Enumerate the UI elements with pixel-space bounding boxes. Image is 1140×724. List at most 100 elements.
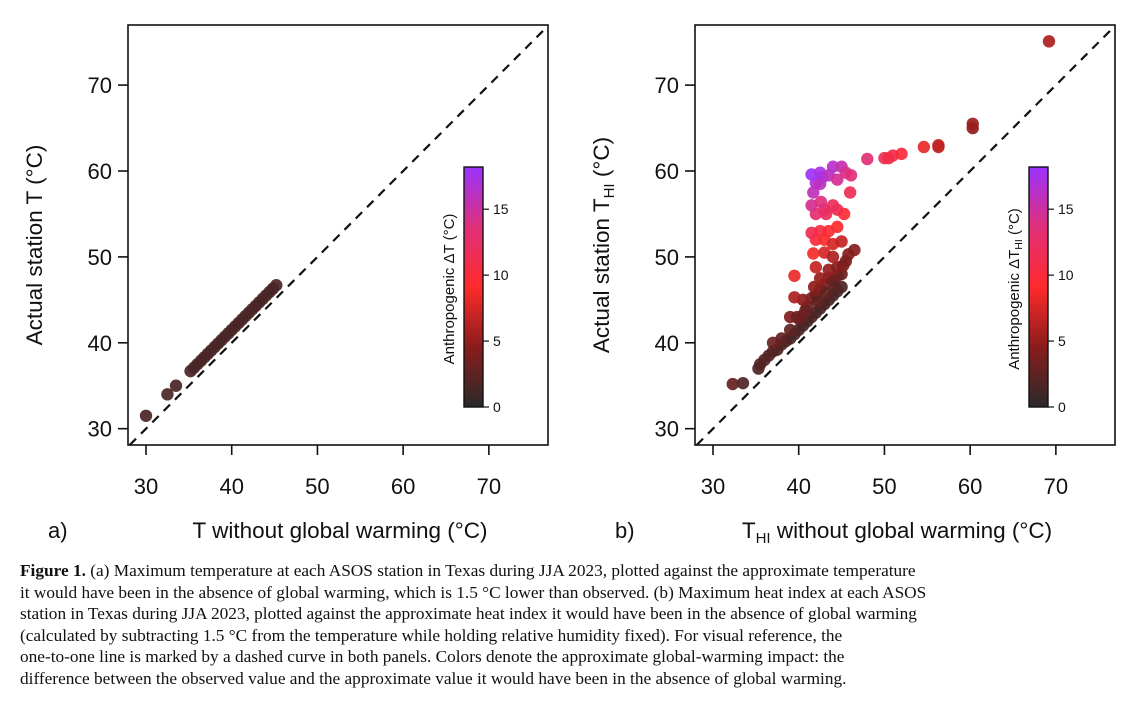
- x-tick-label: 70: [477, 474, 501, 499]
- caption-line: (calculated by subtracting 1.5 °C from t…: [20, 625, 843, 645]
- x-tick-label: 40: [786, 474, 810, 499]
- panel-label: a): [48, 518, 68, 543]
- data-point: [766, 336, 780, 349]
- caption-line: it would have been in the absence of glo…: [20, 582, 927, 602]
- y-axis-label-sub: HI: [601, 183, 618, 198]
- data-point: [826, 250, 840, 264]
- colorbar-tick-label: 5: [1058, 333, 1066, 349]
- caption-line: difference between the observed value an…: [20, 668, 847, 688]
- colorbar-tick-label: 15: [493, 201, 509, 217]
- y-tick-label: 40: [88, 331, 112, 356]
- x-axis-label-sub: HI: [756, 530, 771, 547]
- y-tick-label: 60: [88, 159, 112, 184]
- colorbar-label: Anthropogenic ΔTHI (°C): [1006, 208, 1025, 370]
- x-tick-label: 30: [134, 474, 158, 499]
- x-tick-label: 30: [701, 474, 725, 499]
- data-point: [835, 235, 848, 248]
- colorbar: [463, 166, 484, 408]
- y-axis-label-main: Actual station T: [589, 198, 614, 353]
- x-axis-label: T without global warming (°C): [193, 518, 488, 543]
- data-point: [895, 147, 908, 161]
- data-point: [932, 139, 945, 152]
- data-point: [807, 186, 820, 199]
- data-point: [805, 199, 818, 212]
- data-point: [799, 303, 812, 317]
- data-point: [826, 160, 840, 173]
- colorbar-tick-label: 5: [493, 333, 501, 349]
- data-point: [169, 379, 183, 392]
- x-axis-label-main: T: [742, 518, 756, 543]
- data-point: [270, 279, 283, 292]
- y-tick-label: 50: [655, 245, 679, 270]
- data-point: [809, 261, 823, 274]
- panel-label: b): [615, 518, 635, 543]
- data-point: [1042, 35, 1056, 48]
- caption-line: station in Texas during JJA 2023, plotte…: [20, 604, 917, 624]
- data-point: [828, 280, 841, 294]
- data-point: [811, 295, 824, 308]
- y-tick-label: 40: [655, 331, 679, 356]
- y-tick-label: 30: [655, 417, 679, 442]
- x-tick-label: 60: [958, 474, 982, 499]
- x-tick-label: 50: [872, 474, 896, 499]
- data-point: [813, 272, 827, 285]
- x-tick-label: 70: [1044, 474, 1068, 499]
- data-point: [826, 199, 840, 212]
- y-axis-label: Actual station THI (°C): [589, 137, 618, 353]
- data-point: [848, 243, 861, 257]
- colorbar-tick-label: 10: [493, 267, 509, 283]
- colorbar-tick-label: 10: [1058, 267, 1074, 283]
- data-point: [161, 388, 174, 401]
- one-to-one-line: [128, 25, 549, 446]
- caption-line: Figure 1. (a) Maximum temperature at eac…: [20, 561, 916, 580]
- data-point: [844, 169, 858, 182]
- data-point: [807, 247, 820, 260]
- x-axis-label-main: T without global warming (°C): [193, 518, 488, 543]
- colorbar-tick-label: 0: [1058, 399, 1066, 415]
- figure-caption: Figure 1. (a) Maximum temperature at eac…: [20, 560, 1130, 690]
- y-tick-label: 60: [655, 159, 679, 184]
- plot-frame: [127, 24, 549, 446]
- data-point: [139, 409, 153, 422]
- y-tick-label: 30: [88, 417, 112, 442]
- data-point: [839, 254, 853, 268]
- data-point: [861, 152, 874, 166]
- x-tick-label: 40: [219, 474, 243, 499]
- data-point: [917, 140, 931, 154]
- y-tick-label: 50: [88, 245, 112, 270]
- y-tick-label: 70: [655, 73, 679, 98]
- data-point: [813, 224, 827, 238]
- colorbar: [1028, 166, 1049, 408]
- x-tick-label: 50: [305, 474, 329, 499]
- data-point: [788, 291, 801, 304]
- data-point: [788, 269, 801, 282]
- colorbar-label: Anthropogenic ΔT (°C): [441, 214, 458, 365]
- x-axis-label-rest: without global warming (°C): [771, 518, 1053, 543]
- data-point: [783, 323, 797, 337]
- data-point: [831, 173, 844, 186]
- y-axis-label-rest: (°C): [589, 137, 614, 183]
- colorbar-tick-label: 15: [1058, 201, 1074, 217]
- caption-label: Figure 1.: [20, 561, 86, 580]
- data-point: [726, 377, 739, 391]
- one-to-one-line: [695, 25, 1116, 446]
- plot-frame: [694, 24, 1116, 446]
- x-axis-label: THI without global warming (°C): [742, 518, 1052, 547]
- data-point: [843, 186, 857, 199]
- data-point: [790, 310, 804, 324]
- colorbar-label-rest: (°C): [1006, 208, 1023, 239]
- colorbar-label-main: Anthropogenic ΔT: [1006, 250, 1023, 370]
- colorbar-label-main: Anthropogenic ΔT (°C): [441, 214, 458, 365]
- x-tick-label: 60: [391, 474, 415, 499]
- colorbar-tick-label: 0: [493, 399, 501, 415]
- y-axis-label-main: Actual station T (°C): [22, 145, 47, 346]
- data-point: [814, 195, 828, 209]
- y-tick-label: 70: [88, 73, 112, 98]
- colorbar-label-sub: HI: [1013, 239, 1025, 250]
- data-point: [831, 220, 844, 234]
- y-axis-label: Actual station T (°C): [22, 145, 47, 346]
- data-point: [736, 376, 750, 390]
